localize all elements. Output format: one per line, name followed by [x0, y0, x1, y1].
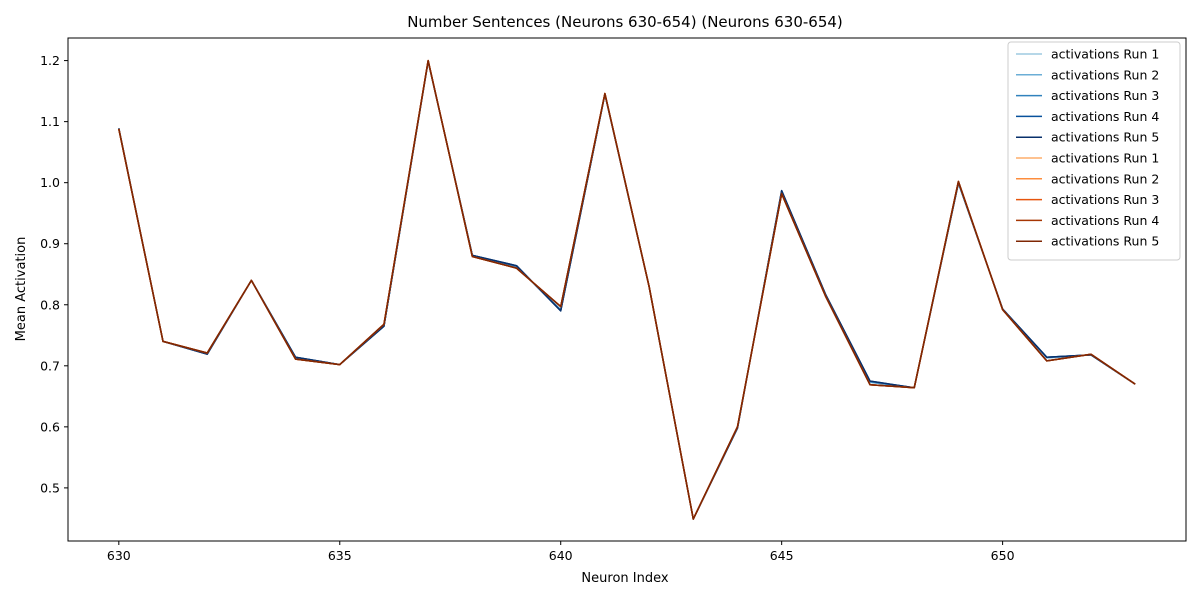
x-axis-label: Neuron Index [581, 571, 668, 586]
y-tick-label-3: 0.7 [40, 358, 60, 373]
x-axis: 630 635 640 645 650 [107, 541, 1015, 563]
series-line-6 [118, 59, 1136, 520]
legend-label-10: activations Run 5 [1051, 234, 1159, 249]
series-line-10 [118, 59, 1136, 520]
series-line-8 [118, 59, 1136, 520]
y-tick-label-6: 1.0 [40, 175, 60, 190]
legend-box [1007, 41, 1181, 261]
legend-label-4: activations Run 4 [1051, 109, 1159, 124]
series-line-2 [118, 60, 1136, 520]
series-line-7 [118, 59, 1136, 520]
plot-area [118, 59, 1136, 520]
series-line-9 [118, 59, 1136, 520]
y-axis: 0.5 0.6 0.7 0.8 0.9 1.0 1.1 1.2 [40, 53, 68, 495]
y-tick-label-4: 0.8 [40, 297, 60, 312]
legend-label-1: activations Run 1 [1051, 47, 1159, 62]
legend: activations Run 1 activations Run 2 activa… [1007, 41, 1181, 261]
series-line-5 [118, 60, 1136, 520]
legend-label-3: activations Run 3 [1051, 88, 1159, 103]
series-line-1 [118, 60, 1136, 520]
legend-label-7: activations Run 2 [1051, 171, 1159, 186]
series-line-4 [118, 60, 1136, 520]
x-tick-label-1: 630 [107, 548, 131, 563]
series-line-3 [118, 60, 1136, 520]
x-tick-label-3: 640 [549, 548, 573, 563]
x-tick-label-4: 645 [770, 548, 794, 563]
y-tick-label-1: 0.5 [40, 480, 60, 495]
legend-label-8: activations Run 3 [1051, 192, 1159, 207]
plot-frame [67, 37, 1187, 542]
chart-title: Number Sentences (Neurons 630-654) (Neur… [407, 13, 843, 31]
x-tick-label-5: 650 [991, 548, 1015, 563]
legend-label-5: activations Run 5 [1051, 130, 1159, 145]
legend-label-2: activations Run 2 [1051, 67, 1159, 82]
legend-label-6: activations Run 1 [1051, 151, 1159, 166]
y-tick-label-5: 0.9 [40, 236, 60, 251]
legend-label-9: activations Run 4 [1051, 213, 1159, 228]
y-tick-label-2: 0.6 [40, 419, 60, 434]
y-tick-label-8: 1.2 [40, 53, 60, 68]
x-tick-label-2: 635 [328, 548, 352, 563]
y-axis-label: Mean Activation [14, 237, 29, 342]
y-tick-label-7: 1.1 [40, 114, 60, 129]
